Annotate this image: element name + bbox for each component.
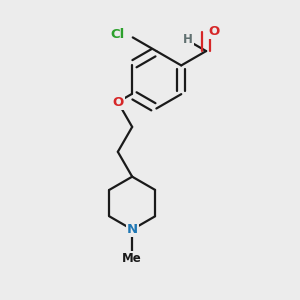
Text: H: H bbox=[183, 33, 193, 46]
Text: O: O bbox=[112, 95, 124, 109]
Text: Me: Me bbox=[122, 252, 142, 265]
Text: Cl: Cl bbox=[110, 28, 125, 41]
Text: N: N bbox=[127, 223, 138, 236]
Text: O: O bbox=[208, 26, 220, 38]
